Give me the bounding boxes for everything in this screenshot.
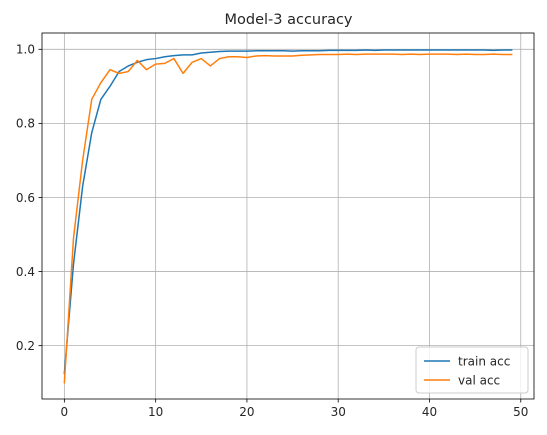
legend-label: train acc: [458, 354, 510, 368]
x-tick-label: 20: [239, 405, 254, 419]
y-tick-label: 0.4: [16, 265, 35, 279]
y-tick-label: 0.2: [16, 339, 35, 353]
chart-title: Model-3 accuracy: [224, 12, 352, 28]
legend: train acc val acc: [416, 347, 528, 393]
y-tick-label: 0.6: [16, 191, 35, 205]
x-tick-label: 50: [513, 405, 528, 419]
x-tick-label: 40: [422, 405, 437, 419]
y-tick-label: 1.0: [16, 43, 35, 57]
x-tick-label: 10: [148, 405, 163, 419]
x-tick-label: 30: [331, 405, 346, 419]
legend-label: val acc: [458, 373, 500, 387]
x-tick-label: 0: [61, 405, 69, 419]
y-tick-label: 0.8: [16, 117, 35, 131]
